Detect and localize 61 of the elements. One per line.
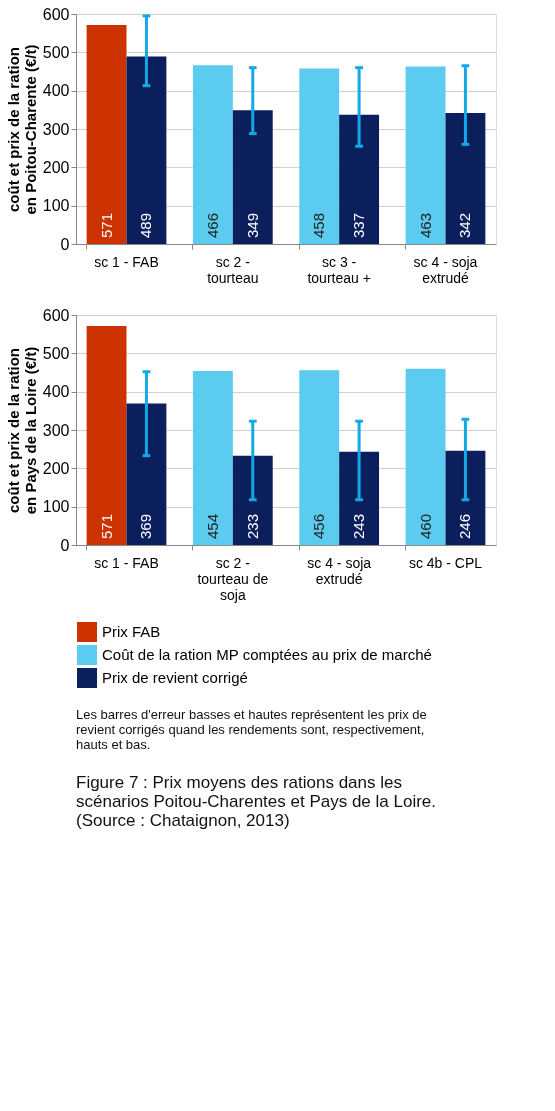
y-tick-label: 400 (42, 82, 70, 100)
x-tick-label: sc 1 - FAB (94, 554, 159, 571)
data-label: 243 (350, 513, 368, 539)
bar (192, 65, 233, 244)
y-tick-label: 600 (42, 5, 70, 23)
data-label: 466 (203, 212, 221, 238)
data-label: 349 (243, 212, 261, 238)
data-label: 369 (137, 513, 155, 539)
bar (232, 455, 273, 545)
legend-label: Coût de la ration MP comptées au prix de marché (102, 646, 432, 663)
legend-label: Prix de revient corrigé (102, 669, 248, 686)
bar (86, 326, 127, 545)
bar (299, 370, 340, 545)
data-label: 342 (456, 212, 474, 238)
bar (405, 66, 446, 244)
bar (339, 114, 380, 244)
y-tick-label: 500 (42, 344, 70, 362)
data-label: 458 (310, 212, 328, 238)
y-tick-label: 0 (60, 536, 70, 554)
bar (126, 403, 167, 545)
x-tick-label: sc 4 - soja extrudé (307, 554, 372, 587)
bar (405, 368, 446, 545)
legend-label: Prix FAB (102, 623, 161, 640)
bar (445, 112, 486, 244)
bar (86, 25, 127, 244)
data-label: 571 (97, 513, 115, 539)
data-label: 489 (137, 212, 155, 238)
data-label: 463 (416, 212, 434, 238)
y-tick-label: 300 (42, 421, 70, 439)
x-tick-label: sc 1 - FAB (94, 253, 159, 270)
y-tick-label: 200 (42, 158, 70, 176)
y-tick-label: 100 (42, 197, 70, 215)
caption: Figure 7 : Prix moyens des rations dans les scénarios Poitou-Charentes et Pays de la Loire. (Source : Chataignon, 2013) (76, 773, 437, 830)
y-axis-title: coût et prix de la ration en Pays de la Loire (€/t) (4, 346, 39, 515)
bar (192, 370, 233, 545)
bar (445, 450, 486, 545)
y-tick-label: 200 (42, 459, 70, 477)
x-tick-label: sc 4 - soja extrudé (413, 253, 478, 286)
data-label: 337 (350, 212, 368, 238)
y-tick-label: 300 (42, 120, 70, 138)
data-label: 460 (416, 513, 434, 539)
y-tick-label: 500 (42, 43, 70, 61)
x-tick-label: sc 2 - tourteau (207, 253, 259, 286)
data-label: 454 (203, 513, 221, 539)
y-tick-label: 100 (42, 498, 70, 516)
data-label: 456 (310, 513, 328, 539)
x-tick-label: sc 3 - tourteau + (307, 253, 371, 286)
text: Les barres d'erreur basses et hautes représentent les prix de revient corrigés quand les rendements sont, respectivement, hauts et bas. (76, 707, 427, 752)
y-tick-label: 400 (42, 383, 70, 401)
bar (299, 68, 340, 244)
bar (232, 110, 273, 244)
y-tick-label: 600 (42, 306, 70, 324)
data-label: 246 (456, 513, 474, 539)
data-label: 571 (97, 212, 115, 238)
x-tick-label: sc 4b - CPL (408, 554, 483, 571)
data-label: 233 (243, 513, 261, 539)
bar (126, 56, 167, 244)
y-tick-label: 0 (60, 235, 70, 253)
x-tick-label: sc 2 - tourteau de soja (197, 554, 269, 603)
bar (339, 451, 380, 545)
y-axis-title: coût et prix de la ration en Poitou-Charente (€/t) (4, 44, 39, 215)
